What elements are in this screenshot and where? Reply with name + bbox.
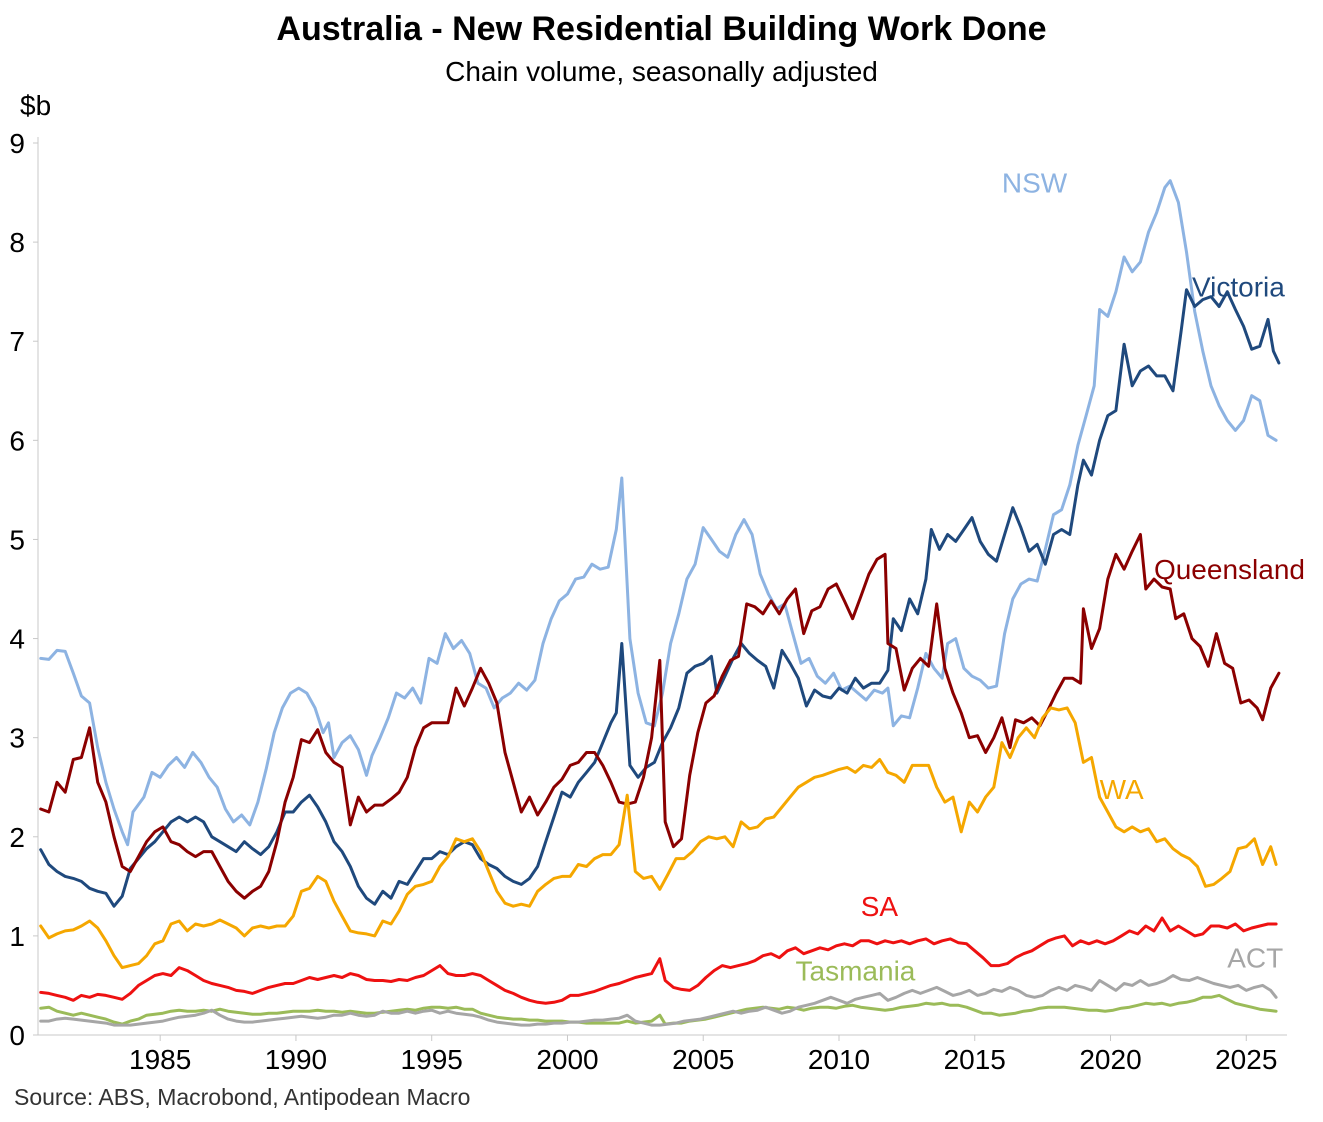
series-labels: NSW Victoria Queensland WA SA Tasmania ACT [796, 168, 1305, 987]
series-label-tasmania: Tasmania [796, 955, 916, 986]
x-tick-label: 1985 [129, 1044, 191, 1075]
x-tick-label: 2000 [536, 1044, 598, 1075]
series-line-victoria [39, 288, 1281, 908]
series-label-nsw: NSW [1002, 168, 1068, 199]
source-note: Source: ABS, Macrobond, Antipodean Macro [14, 1084, 471, 1110]
series-line-queensland [39, 533, 1281, 900]
y-tick-label: 9 [9, 128, 25, 159]
y-axis-ticks: 0 1 2 3 4 5 6 7 8 9 [9, 128, 38, 1051]
series-label-sa: SA [861, 891, 899, 922]
chart-subtitle: Chain volume, seasonally adjusted [445, 56, 878, 87]
y-tick-label: 6 [9, 425, 25, 456]
series-line-tasmania [39, 993, 1278, 1026]
series-lines [39, 179, 1281, 1027]
x-tick-label: 1990 [265, 1044, 327, 1075]
series-label-queensland: Queensland [1154, 554, 1305, 585]
y-tick-label: 1 [9, 921, 25, 952]
x-tick-label: 2025 [1215, 1044, 1277, 1075]
x-tick-label: 2020 [1079, 1044, 1141, 1075]
series-label-wa: WA [1100, 774, 1144, 805]
series-label-victoria: Victoria [1192, 272, 1285, 303]
series-line-sa [39, 916, 1278, 1005]
y-axis-unit-label: $b [20, 90, 52, 121]
y-tick-label: 7 [9, 326, 25, 357]
y-tick-label: 8 [9, 227, 25, 258]
y-tick-label: 3 [9, 723, 25, 754]
axes [37, 137, 1287, 1036]
x-tick-label: 2005 [672, 1044, 734, 1075]
x-tick-label: 2010 [808, 1044, 870, 1075]
x-tick-label: 1995 [401, 1044, 463, 1075]
y-tick-label: 5 [9, 524, 25, 555]
series-line-nsw [39, 179, 1278, 847]
x-tick-label: 2015 [944, 1044, 1006, 1075]
x-axis-ticks: 1985 1990 1995 2000 2005 2010 2015 2020 2025 [129, 1035, 1277, 1075]
chart-title: Australia - New Residential Building Wor… [276, 10, 1047, 48]
y-tick-label: 2 [9, 822, 25, 853]
series-line-wa [39, 706, 1278, 970]
y-tick-label: 0 [9, 1020, 25, 1051]
series-label-act: ACT [1227, 943, 1283, 974]
series-line-act [39, 974, 1278, 1027]
y-tick-label: 4 [9, 624, 25, 655]
